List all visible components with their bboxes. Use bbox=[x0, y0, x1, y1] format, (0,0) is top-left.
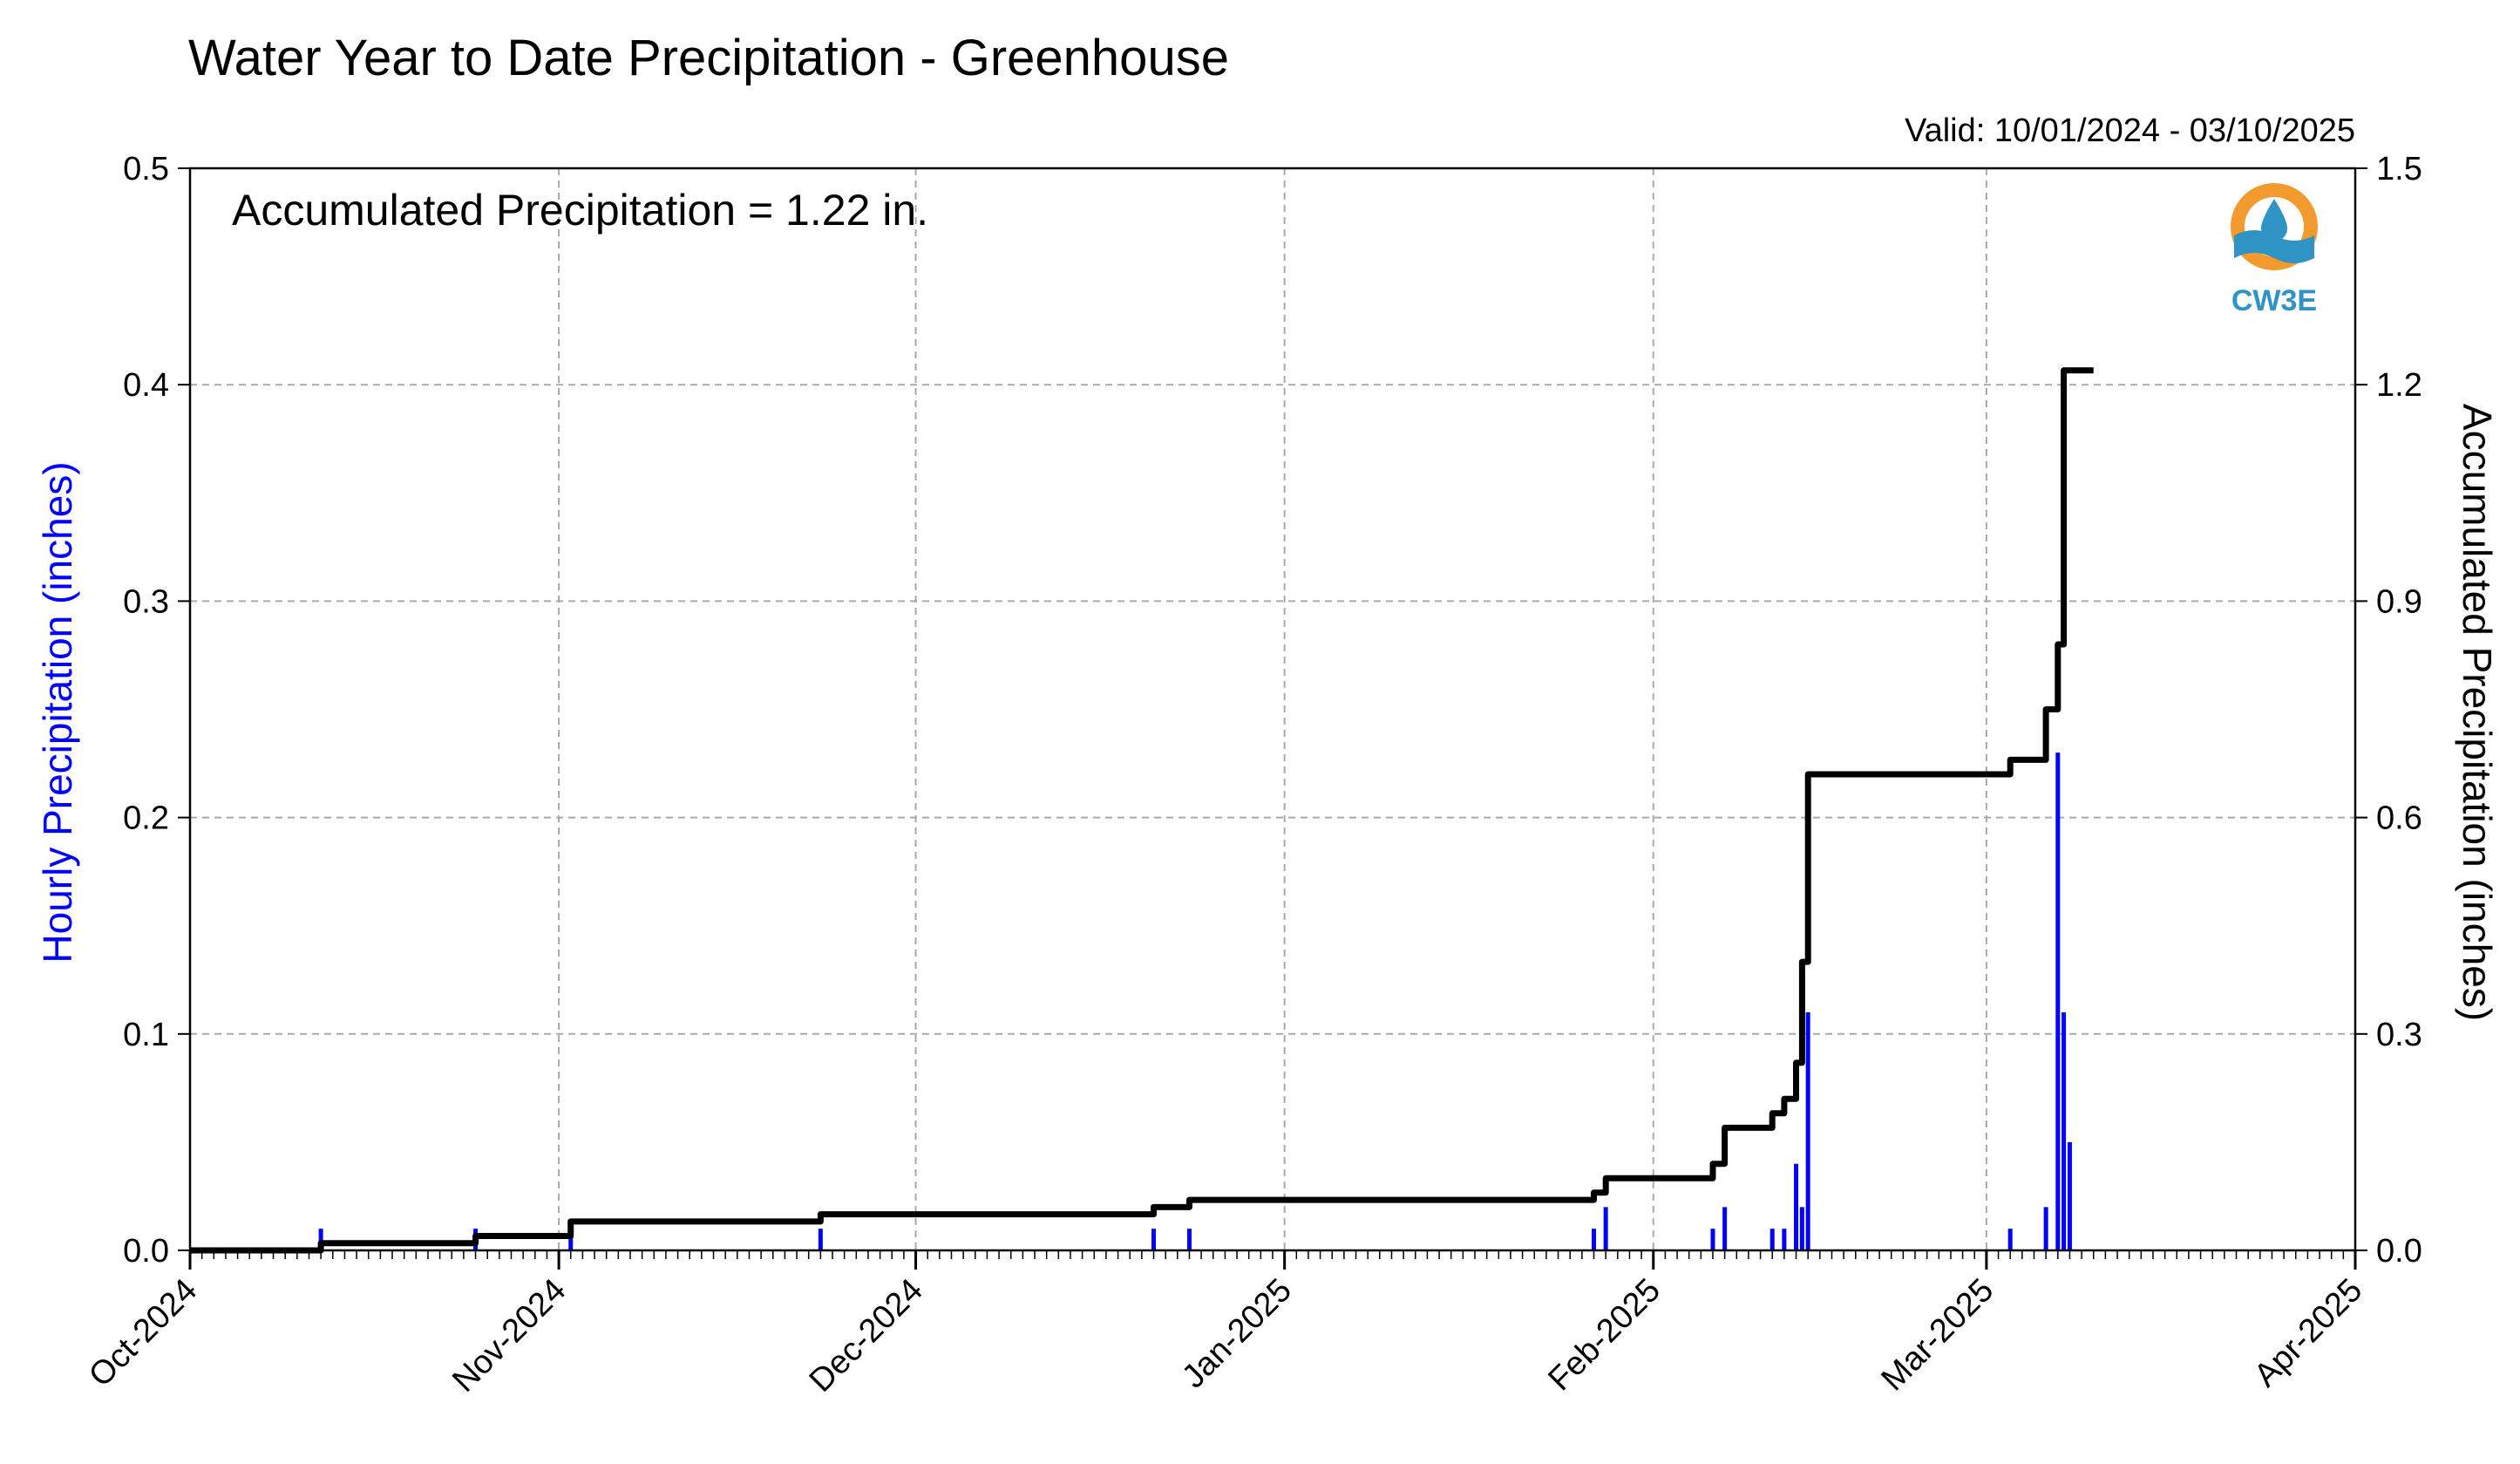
hourly-bar bbox=[1151, 1229, 1157, 1250]
hourly-bar bbox=[1769, 1229, 1775, 1250]
hourly-bar bbox=[318, 1229, 323, 1250]
x-tick-label: Mar-2025 bbox=[1875, 1272, 2001, 1399]
y-axis-left-label: Hourly Precipitation (inches) bbox=[35, 461, 80, 963]
y-left-tick-label: 0.1 bbox=[123, 1017, 169, 1053]
logo-wave-icon bbox=[2234, 230, 2314, 263]
y-left-tick-label: 0.2 bbox=[123, 800, 169, 837]
logo-text: CW3E bbox=[2231, 284, 2317, 317]
hourly-bar bbox=[2007, 1229, 2013, 1250]
plot-frame bbox=[188, 167, 2357, 1252]
x-tick-label: Apr-2025 bbox=[2247, 1272, 2369, 1394]
y-left-tick-label: 0.4 bbox=[123, 367, 169, 404]
y-right-tick-label: 0.6 bbox=[2376, 800, 2422, 837]
y-right-tick-label: 0.0 bbox=[2376, 1233, 2422, 1270]
y-axis-right-label: Accumulated Precipitation (inches) bbox=[2455, 404, 2500, 1021]
y-left-tick-label: 0.5 bbox=[123, 151, 169, 187]
hourly-bar bbox=[1186, 1229, 1192, 1250]
logo-ring-icon bbox=[2231, 183, 2318, 270]
y-left-tick-label: 0.0 bbox=[123, 1233, 169, 1270]
x-tick-label: Feb-2025 bbox=[1541, 1272, 1668, 1399]
hourly-bar bbox=[1805, 1011, 1810, 1250]
hourly-bar bbox=[1794, 1163, 1799, 1250]
hourly-bar bbox=[2067, 1141, 2072, 1250]
hourly-bar bbox=[2043, 1207, 2048, 1250]
hourly-bar bbox=[1603, 1207, 1608, 1250]
chart-title: Water Year to Date Precipitation - Green… bbox=[188, 30, 1229, 86]
hourly-bar bbox=[568, 1229, 574, 1250]
hourly-precip-bars bbox=[318, 752, 2072, 1250]
y-right-tick-label: 1.2 bbox=[2376, 367, 2422, 404]
y-right-tick-label: 1.5 bbox=[2376, 151, 2422, 187]
hourly-bar bbox=[2055, 752, 2061, 1250]
cw3e-logo: CW3E bbox=[2231, 183, 2318, 317]
y-left-tick-label: 0.3 bbox=[123, 583, 169, 620]
hourly-bar bbox=[1592, 1229, 1597, 1250]
accumulated-annotation: Accumulated Precipitation = 1.22 in. bbox=[232, 186, 928, 235]
grid-lines bbox=[190, 168, 2355, 1250]
hourly-bar bbox=[1722, 1207, 1728, 1250]
valid-date-range: Valid: 10/01/2024 - 03/10/2025 bbox=[1905, 112, 2355, 149]
x-tick-label: Jan-2025 bbox=[1175, 1272, 1299, 1396]
hourly-bar bbox=[1799, 1207, 1804, 1250]
logo-drop-icon bbox=[2261, 199, 2287, 242]
accumulated-series-line bbox=[190, 367, 2094, 1254]
x-tick-label: Nov-2024 bbox=[445, 1272, 573, 1399]
x-tick-label: Dec-2024 bbox=[803, 1272, 930, 1399]
hourly-bar bbox=[818, 1229, 823, 1250]
hourly-bar bbox=[1710, 1229, 1715, 1250]
hourly-bar bbox=[2062, 1011, 2067, 1250]
hourly-bar bbox=[1782, 1229, 1787, 1250]
y-right-tick-label: 0.3 bbox=[2376, 1017, 2422, 1053]
x-tick-label: Oct-2024 bbox=[82, 1272, 204, 1394]
y-right-tick-label: 0.9 bbox=[2376, 583, 2422, 620]
accumulated-precip-line bbox=[190, 367, 2094, 1254]
